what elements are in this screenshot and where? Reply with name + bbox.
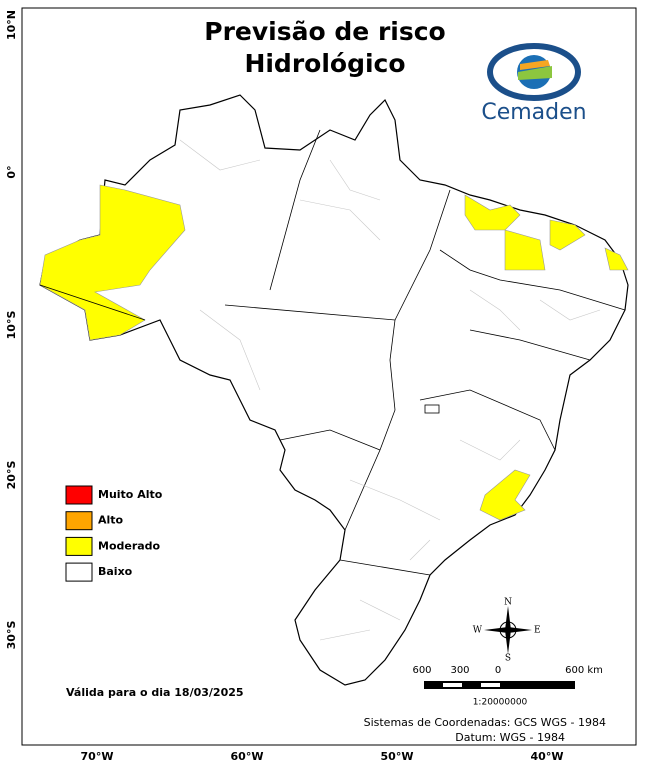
datum-note: Datum: WGS - 1984 bbox=[455, 731, 565, 744]
risk-area bbox=[549, 219, 586, 251]
scale-label: 300 bbox=[450, 665, 469, 676]
lon-label: 60°W bbox=[231, 750, 264, 763]
coords-note: Sistemas de Coordenadas: GCS WGS - 1984 bbox=[364, 716, 606, 729]
legend-label: Alto bbox=[98, 514, 124, 527]
logo: Cemaden bbox=[481, 43, 587, 125]
legend-label: Muito Alto bbox=[98, 488, 163, 501]
state-borders bbox=[39, 129, 626, 576]
risk-area bbox=[604, 247, 629, 271]
scale-label: 0 bbox=[495, 665, 501, 676]
scale-label: 600 bbox=[412, 665, 431, 676]
scale-label: 600 km bbox=[565, 665, 603, 676]
validity: Válida para o dia 18/03/2025 bbox=[66, 686, 244, 699]
lat-label: 0° bbox=[5, 165, 18, 178]
legend-label: Baixo bbox=[98, 565, 133, 578]
legend-swatch bbox=[65, 511, 93, 531]
compass-label: W bbox=[473, 626, 483, 636]
lon-label: 70°W bbox=[81, 750, 114, 763]
lat-label: 10°S bbox=[5, 311, 18, 340]
risk-area bbox=[464, 194, 521, 231]
legend-swatch bbox=[65, 562, 93, 582]
scale-ratio: 1:20000000 bbox=[473, 698, 528, 708]
risk-area bbox=[479, 469, 531, 521]
scale-bar: 600 300 0 600 km 1:20000000 bbox=[412, 665, 602, 708]
legend-swatch bbox=[65, 485, 93, 505]
risk-areas bbox=[39, 184, 629, 521]
lon-label: 50°W bbox=[381, 750, 414, 763]
legend-label: Moderado bbox=[98, 539, 161, 552]
title: Hidrológico bbox=[244, 49, 405, 78]
lon-label: 40°W bbox=[531, 750, 564, 763]
lat-label: 30°S bbox=[5, 621, 18, 650]
municipal-borders bbox=[179, 139, 601, 641]
title: Previsão de risco bbox=[204, 17, 445, 46]
compass-label: S bbox=[505, 654, 511, 664]
compass-label: N bbox=[504, 598, 512, 608]
legend-swatch bbox=[65, 536, 93, 556]
legend: Muito Alto Alto Moderado Baixo bbox=[65, 485, 163, 582]
lat-label: 10°N bbox=[5, 10, 18, 40]
axis-labels: 10°N 0° 10°S 20°S 30°S 70°W 60°W 50°W 40°W bbox=[5, 10, 563, 763]
compass: N S W E bbox=[473, 598, 541, 664]
risk-area bbox=[504, 229, 546, 271]
risk-area bbox=[39, 184, 186, 341]
lat-label: 20°S bbox=[5, 461, 18, 490]
logo-text: Cemaden bbox=[481, 100, 586, 125]
compass-label: E bbox=[534, 626, 541, 636]
